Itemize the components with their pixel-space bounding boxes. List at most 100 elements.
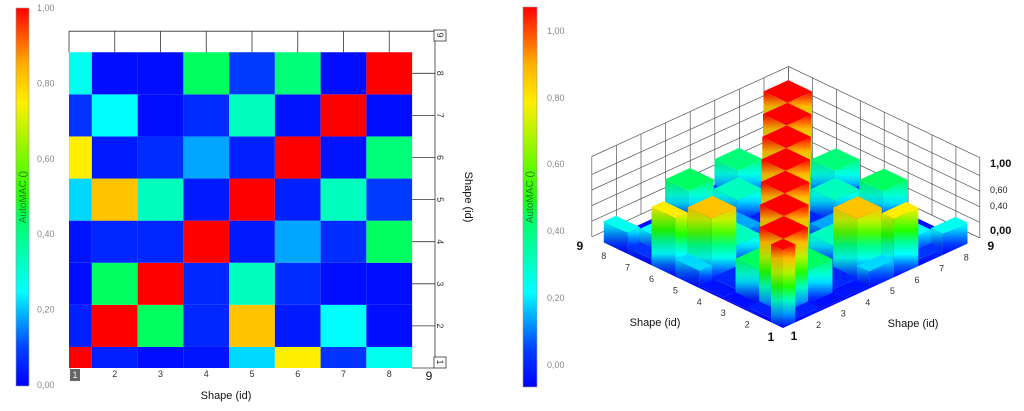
colorbar-tick-label: 0,20: [37, 305, 55, 315]
heatmap-cell: [69, 52, 92, 95]
bar3d-tick-labels: 1 2 3 4 5 6 7 8 9 1 2 3 4 5 6 7 8 9 0,00 0,40 0,60 1,00: [576, 158, 1011, 344]
x-tick-label: 5: [249, 369, 254, 379]
bar-side-face: [833, 207, 858, 283]
x-tick-label: 3: [158, 369, 163, 379]
heatmap-cell: [69, 304, 92, 347]
heatmap-cell: [366, 94, 413, 137]
bar-top-face: [859, 168, 908, 192]
heatmap-cell: [91, 178, 138, 221]
heatmap-cell: [320, 52, 367, 95]
heatmap-cell: [274, 178, 321, 221]
colorbar-tick-label: 0,60: [547, 159, 565, 169]
heatmap-x-axis-label: Shape (id): [201, 390, 252, 402]
colorbar-tick-label: 1,00: [37, 3, 55, 13]
heatmap-cell: [183, 346, 230, 368]
bar-side-face: [603, 221, 628, 254]
x-tick-label: 2: [745, 320, 750, 330]
x-tick-label: 2: [112, 369, 117, 379]
y-tick-label: 4: [435, 239, 445, 244]
bar-side-face: [699, 285, 724, 300]
bar-side-face: [918, 248, 943, 267]
bar-top-face: [857, 254, 894, 272]
bar: [857, 254, 894, 289]
heatmap-cell: [137, 304, 184, 347]
heatmap-cell: [137, 94, 184, 137]
heatmap-cell: [229, 136, 275, 179]
bar-top-face: [811, 148, 860, 171]
heatmap-cell: [229, 346, 275, 368]
heatmap-cell: [91, 346, 138, 368]
heatmap-cell: [274, 52, 321, 95]
heatmap-cell: [183, 52, 230, 95]
x-tick-label: 3: [721, 308, 726, 318]
bar-side-face: [819, 298, 845, 312]
bar-top-face: [930, 216, 968, 234]
y-tick-label: 9: [435, 32, 445, 37]
heatmap-cell: [91, 220, 138, 263]
bar-side-face: [869, 260, 894, 289]
y-tick-label: 8: [964, 252, 969, 262]
heatmap-cell: [366, 304, 413, 347]
heatmap-cell: [137, 262, 184, 305]
bar-top-face: [771, 238, 796, 250]
heatmap-cell: [274, 304, 321, 347]
heatmap-cell: [229, 304, 275, 347]
bar-top-face: [832, 280, 870, 298]
heatmap-colorbar-ticks: 0,00 0,20 0,40 0,60 0,80 1,00: [37, 3, 55, 390]
heatmap-colorbar-label: AutoMAC (): [18, 171, 29, 223]
bar-side-face: [747, 307, 771, 323]
y-tick-label: 3: [841, 309, 846, 319]
heatmap-cell: [69, 94, 92, 137]
bar: [771, 238, 796, 328]
heatmap-cell: [320, 346, 367, 368]
y-tick-label: 7: [939, 264, 944, 274]
y-tick-label: 8: [435, 71, 445, 76]
bar-side-face: [711, 207, 737, 283]
heatmap-cell: [229, 52, 275, 95]
bar-side-face: [627, 247, 652, 266]
y-tick-label: 2: [816, 320, 821, 330]
bar-top-face: [759, 216, 808, 239]
bar-side-face: [893, 207, 919, 278]
heatmap-cell: [366, 52, 413, 95]
z-tick-label: 1,00: [990, 158, 1011, 170]
bar-top-face: [763, 80, 813, 103]
bar-top-face: [807, 292, 845, 310]
bar3d-chart: AutoMAC () 0,00 0,20 0,40 0,60 0,80 1,00 1 2 3 4…: [522, 6, 1011, 388]
x-tick-1-box: [70, 369, 80, 381]
z-tick-label: 0,00: [990, 225, 1011, 237]
bar-top-face: [675, 253, 712, 271]
colorbar-tick-label: 0,20: [547, 293, 565, 303]
bar3d-colorbar: [522, 6, 538, 388]
bar-top-face: [763, 102, 812, 126]
x-tick-label: 6: [295, 369, 300, 379]
heatmap-cell: [366, 262, 413, 305]
heatmap-cell: [229, 262, 275, 305]
heatmap-cell: [91, 262, 138, 305]
bar-side-face: [807, 259, 833, 306]
x-tick-label: 7: [625, 263, 630, 273]
heatmap-colorbar: [15, 7, 30, 387]
bar-top-face: [665, 168, 714, 191]
heatmap-cell: [183, 262, 230, 305]
bar-top-face: [723, 292, 760, 310]
bar-top-face: [833, 196, 882, 219]
heatmap-cell: [229, 220, 275, 263]
bar-side-face: [844, 286, 870, 300]
heatmap-cell: [137, 52, 184, 95]
x-tick-label: 4: [204, 369, 209, 379]
heatmap-cell: [183, 178, 230, 221]
bar-top-face: [687, 195, 737, 219]
bar3d-colorbar-ticks: 0,00 0,20 0,40 0,60 0,80 1,00: [547, 26, 565, 370]
heatmap-cell: [274, 94, 321, 137]
bar-side-face: [783, 244, 796, 328]
x-tick-label: 4: [697, 297, 702, 307]
bar-side-face: [771, 244, 783, 328]
x-tick-label: 9: [576, 239, 583, 253]
x-tick-label: 8: [601, 251, 606, 261]
bar3d-bars: [603, 80, 968, 328]
heatmap-cell: [274, 136, 321, 179]
heatmap-cell: [69, 262, 92, 305]
x-tick-label: 5: [673, 285, 678, 295]
